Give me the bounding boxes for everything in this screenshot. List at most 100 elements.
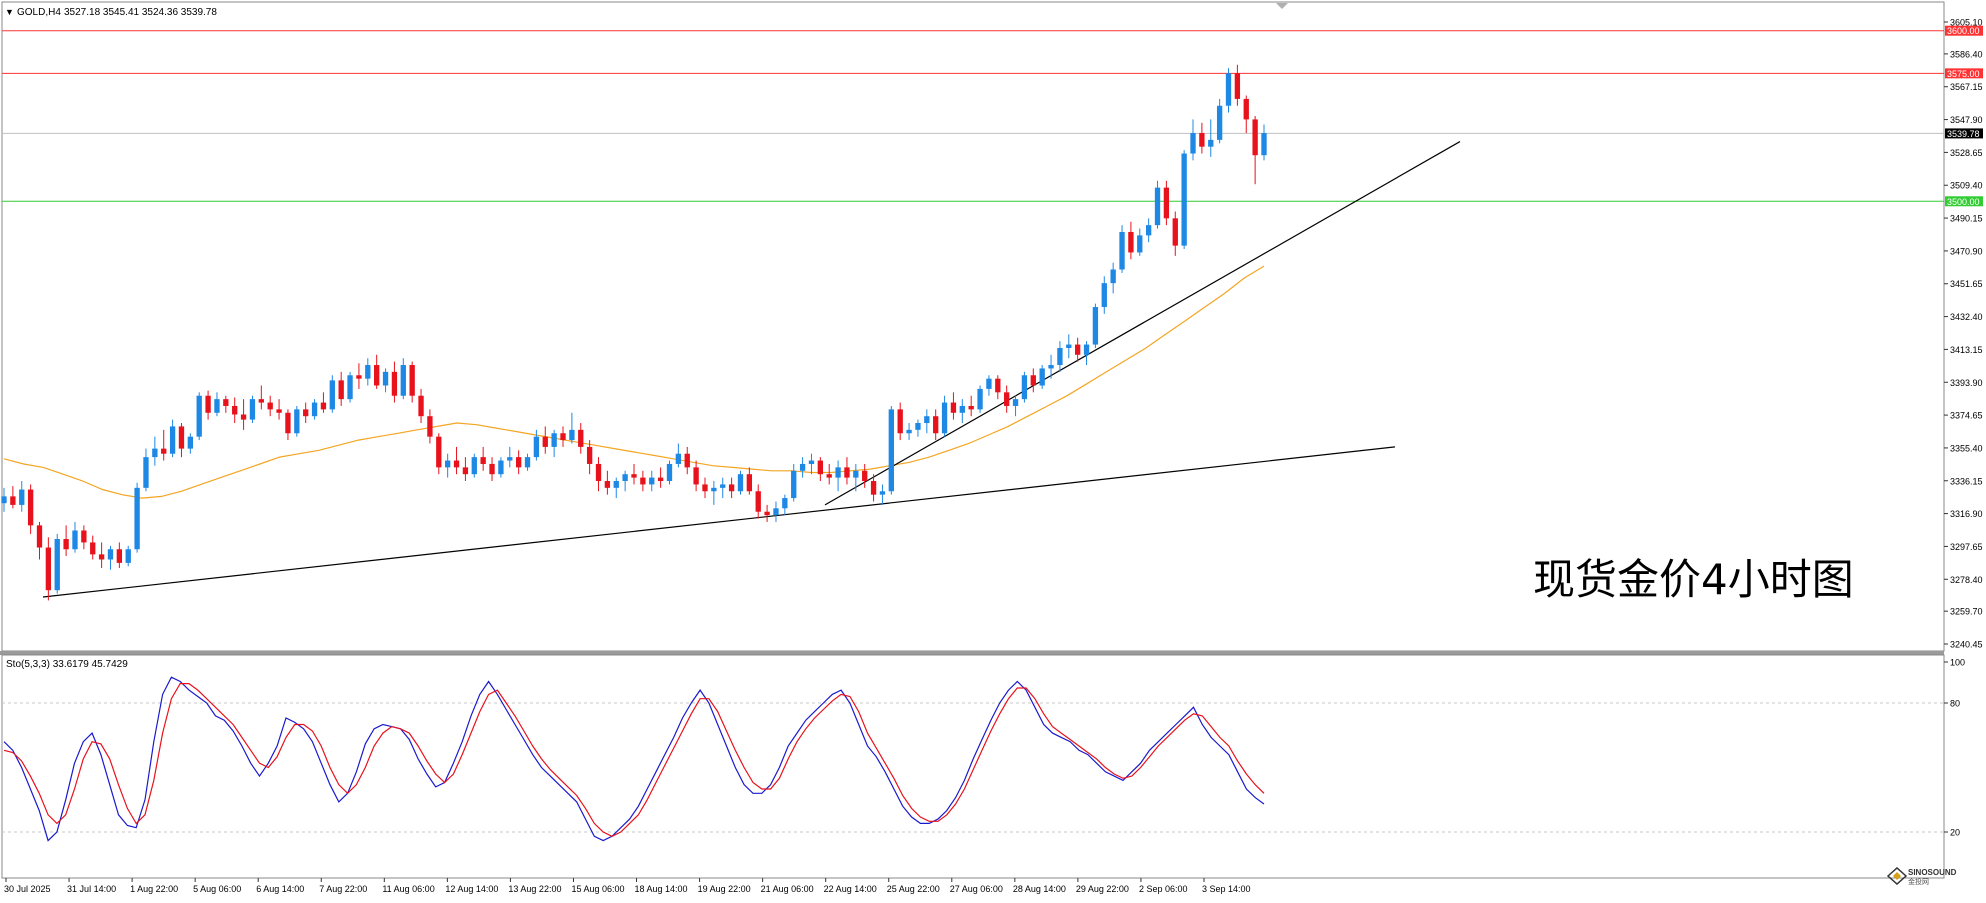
candle-body bbox=[1066, 344, 1072, 348]
candle bbox=[1030, 368, 1036, 393]
candle-body bbox=[1092, 307, 1099, 345]
candle-body bbox=[1039, 368, 1045, 386]
oscillator-title: Sto(5,3,3) 33.6179 45.7429 bbox=[6, 659, 128, 670]
candle bbox=[1048, 354, 1054, 379]
candle-body bbox=[1128, 231, 1134, 253]
candle bbox=[418, 388, 424, 424]
candle bbox=[45, 537, 52, 601]
candle bbox=[1243, 95, 1249, 134]
trendline[interactable] bbox=[42, 446, 1396, 598]
candle bbox=[258, 385, 264, 410]
candle-body bbox=[267, 402, 273, 410]
candle-body bbox=[285, 412, 291, 434]
candle-body bbox=[356, 375, 362, 379]
svg-text:SINOSOUND: SINOSOUND bbox=[1908, 868, 1957, 877]
shift-marker-icon[interactable] bbox=[1276, 3, 1288, 9]
stochastic-D-line bbox=[3, 683, 1265, 837]
y-tick-label: 3259.70 bbox=[1950, 607, 1983, 617]
level-price-box bbox=[1945, 196, 1983, 207]
candle bbox=[294, 405, 300, 437]
candle-body bbox=[294, 409, 300, 434]
candle-body bbox=[799, 463, 806, 471]
candle bbox=[1092, 303, 1099, 348]
candle bbox=[1021, 371, 1028, 403]
candle bbox=[542, 426, 548, 454]
candle-body bbox=[1145, 225, 1152, 236]
candle-body bbox=[897, 409, 903, 434]
main-panel-frame bbox=[1, 1, 1945, 652]
candle-body bbox=[1225, 73, 1232, 106]
candle-body bbox=[436, 436, 442, 468]
candle bbox=[232, 397, 238, 424]
candle-body bbox=[773, 508, 779, 516]
candle bbox=[968, 395, 974, 417]
candle-body bbox=[374, 365, 380, 386]
candle-body bbox=[98, 554, 105, 560]
candle bbox=[728, 477, 735, 499]
level-price-box bbox=[1945, 68, 1983, 79]
candle bbox=[143, 448, 149, 492]
candle bbox=[640, 470, 646, 492]
candle bbox=[356, 363, 362, 389]
candle bbox=[400, 358, 406, 400]
candle-body bbox=[906, 429, 912, 434]
candle-body bbox=[382, 371, 389, 386]
candle-body bbox=[258, 399, 264, 403]
candle bbox=[1119, 225, 1125, 273]
candle bbox=[1172, 211, 1178, 256]
candle bbox=[870, 474, 877, 502]
candle bbox=[240, 399, 247, 430]
candle bbox=[791, 463, 797, 502]
candle-body bbox=[418, 395, 424, 417]
candle bbox=[613, 477, 619, 499]
y-tick-label: 3470.90 bbox=[1950, 246, 1983, 256]
candle bbox=[826, 463, 832, 485]
candle bbox=[1208, 119, 1214, 157]
candle bbox=[98, 542, 105, 569]
candle bbox=[178, 423, 185, 458]
candle-body bbox=[551, 433, 557, 447]
candle-body bbox=[240, 414, 247, 420]
candle-body bbox=[1030, 375, 1036, 386]
candle bbox=[1225, 68, 1232, 113]
candle-body bbox=[134, 487, 140, 550]
candle bbox=[1110, 262, 1116, 294]
y-tick-label: 3336.15 bbox=[1950, 476, 1983, 486]
candle bbox=[1234, 64, 1241, 106]
candle-body bbox=[808, 460, 815, 464]
candle-body bbox=[427, 416, 433, 437]
candle bbox=[631, 463, 637, 485]
y-tick-label: 3355.40 bbox=[1950, 443, 1983, 453]
candle bbox=[1039, 365, 1045, 389]
candle bbox=[586, 440, 593, 475]
candle-body bbox=[826, 474, 832, 478]
candle bbox=[63, 525, 69, 557]
candle bbox=[462, 457, 469, 482]
candle-body bbox=[1190, 133, 1196, 154]
candle-body bbox=[586, 446, 593, 464]
x-tick-label: 22 Aug 14:00 bbox=[824, 884, 877, 894]
candle bbox=[862, 463, 868, 488]
candle-body bbox=[391, 371, 398, 396]
candle bbox=[666, 460, 673, 485]
x-tick-label: 7 Aug 22:00 bbox=[319, 884, 367, 894]
trendline[interactable] bbox=[824, 141, 1461, 506]
candle-body bbox=[72, 530, 78, 550]
header-arrow-icon[interactable]: ▼ bbox=[5, 7, 14, 17]
candle-body bbox=[702, 484, 708, 492]
candle bbox=[1012, 395, 1019, 417]
candle-body bbox=[152, 448, 158, 458]
candle-body bbox=[578, 429, 584, 447]
candle bbox=[853, 463, 859, 492]
candle-body bbox=[631, 474, 637, 478]
candle bbox=[524, 453, 531, 471]
candle-body bbox=[879, 491, 886, 495]
candle bbox=[1252, 115, 1258, 185]
candle-body bbox=[755, 491, 761, 512]
candle bbox=[205, 390, 211, 420]
candle-body bbox=[1154, 187, 1161, 226]
candle bbox=[711, 481, 717, 505]
stochastic-K-line bbox=[3, 676, 1265, 842]
candle-body bbox=[1110, 269, 1116, 284]
